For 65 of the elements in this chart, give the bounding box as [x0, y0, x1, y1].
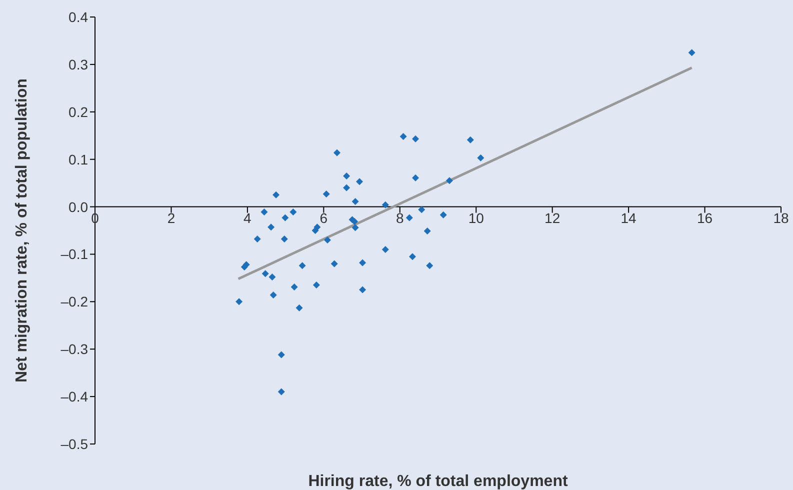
x-tick-label: 6	[320, 210, 328, 226]
point	[352, 198, 359, 206]
point	[408, 253, 416, 260]
point	[343, 184, 350, 192]
x-tick-label: 14	[620, 210, 637, 226]
x-tick-label: 4	[244, 210, 252, 226]
point	[236, 298, 243, 306]
point	[424, 227, 431, 234]
y-axis-title: Net migration rate, % of total population	[14, 78, 31, 382]
point	[356, 178, 363, 186]
point	[278, 388, 285, 396]
x-axis-title: Hiring rate, % of total employment	[308, 473, 568, 490]
x-tick-label: 10	[468, 210, 484, 226]
point	[290, 283, 298, 290]
point	[330, 260, 338, 268]
point	[359, 259, 366, 266]
y-tick-label: 0.0	[68, 198, 88, 215]
point	[268, 224, 275, 231]
point	[406, 214, 413, 222]
point	[688, 49, 696, 56]
point	[262, 270, 269, 278]
point	[446, 177, 453, 184]
y-tick-label: 0.1	[68, 151, 88, 168]
point	[334, 149, 341, 156]
x-tick-label: 12	[544, 210, 560, 226]
x-tick-label: 16	[696, 210, 713, 226]
y-tick-label: 0.4	[68, 9, 88, 25]
y-tick-label: 0.2	[68, 104, 88, 120]
point	[382, 201, 389, 208]
point	[418, 206, 426, 214]
point	[400, 133, 407, 140]
point	[272, 191, 280, 198]
point	[270, 292, 277, 299]
point	[280, 236, 288, 243]
point	[282, 214, 289, 222]
x-tick-label: 8	[396, 210, 404, 226]
point	[382, 246, 389, 253]
point	[412, 174, 420, 182]
y-tick-label: –0.2	[60, 294, 88, 310]
x-tick-label: 18	[773, 210, 789, 226]
point	[268, 273, 276, 280]
point	[440, 211, 447, 218]
point	[298, 262, 306, 270]
point	[314, 224, 321, 231]
point	[290, 208, 297, 216]
y-tick-label: 0.3	[68, 56, 88, 72]
point	[260, 208, 268, 216]
point	[466, 136, 474, 144]
y-tick-label: –0.5	[60, 436, 88, 452]
point	[324, 236, 331, 244]
y-tick-label: –0.4	[60, 388, 88, 405]
point	[322, 190, 330, 198]
point	[312, 282, 320, 289]
point	[343, 172, 350, 180]
point	[296, 304, 303, 312]
y-tick-label: –0.1	[60, 246, 88, 262]
y-tick-label: –0.3	[60, 341, 88, 358]
point	[412, 135, 420, 142]
point	[426, 262, 434, 270]
point	[359, 286, 366, 294]
x-tick-label: 2	[167, 210, 176, 226]
point	[278, 351, 285, 358]
point	[352, 224, 359, 232]
point	[477, 154, 484, 162]
point	[254, 236, 261, 243]
